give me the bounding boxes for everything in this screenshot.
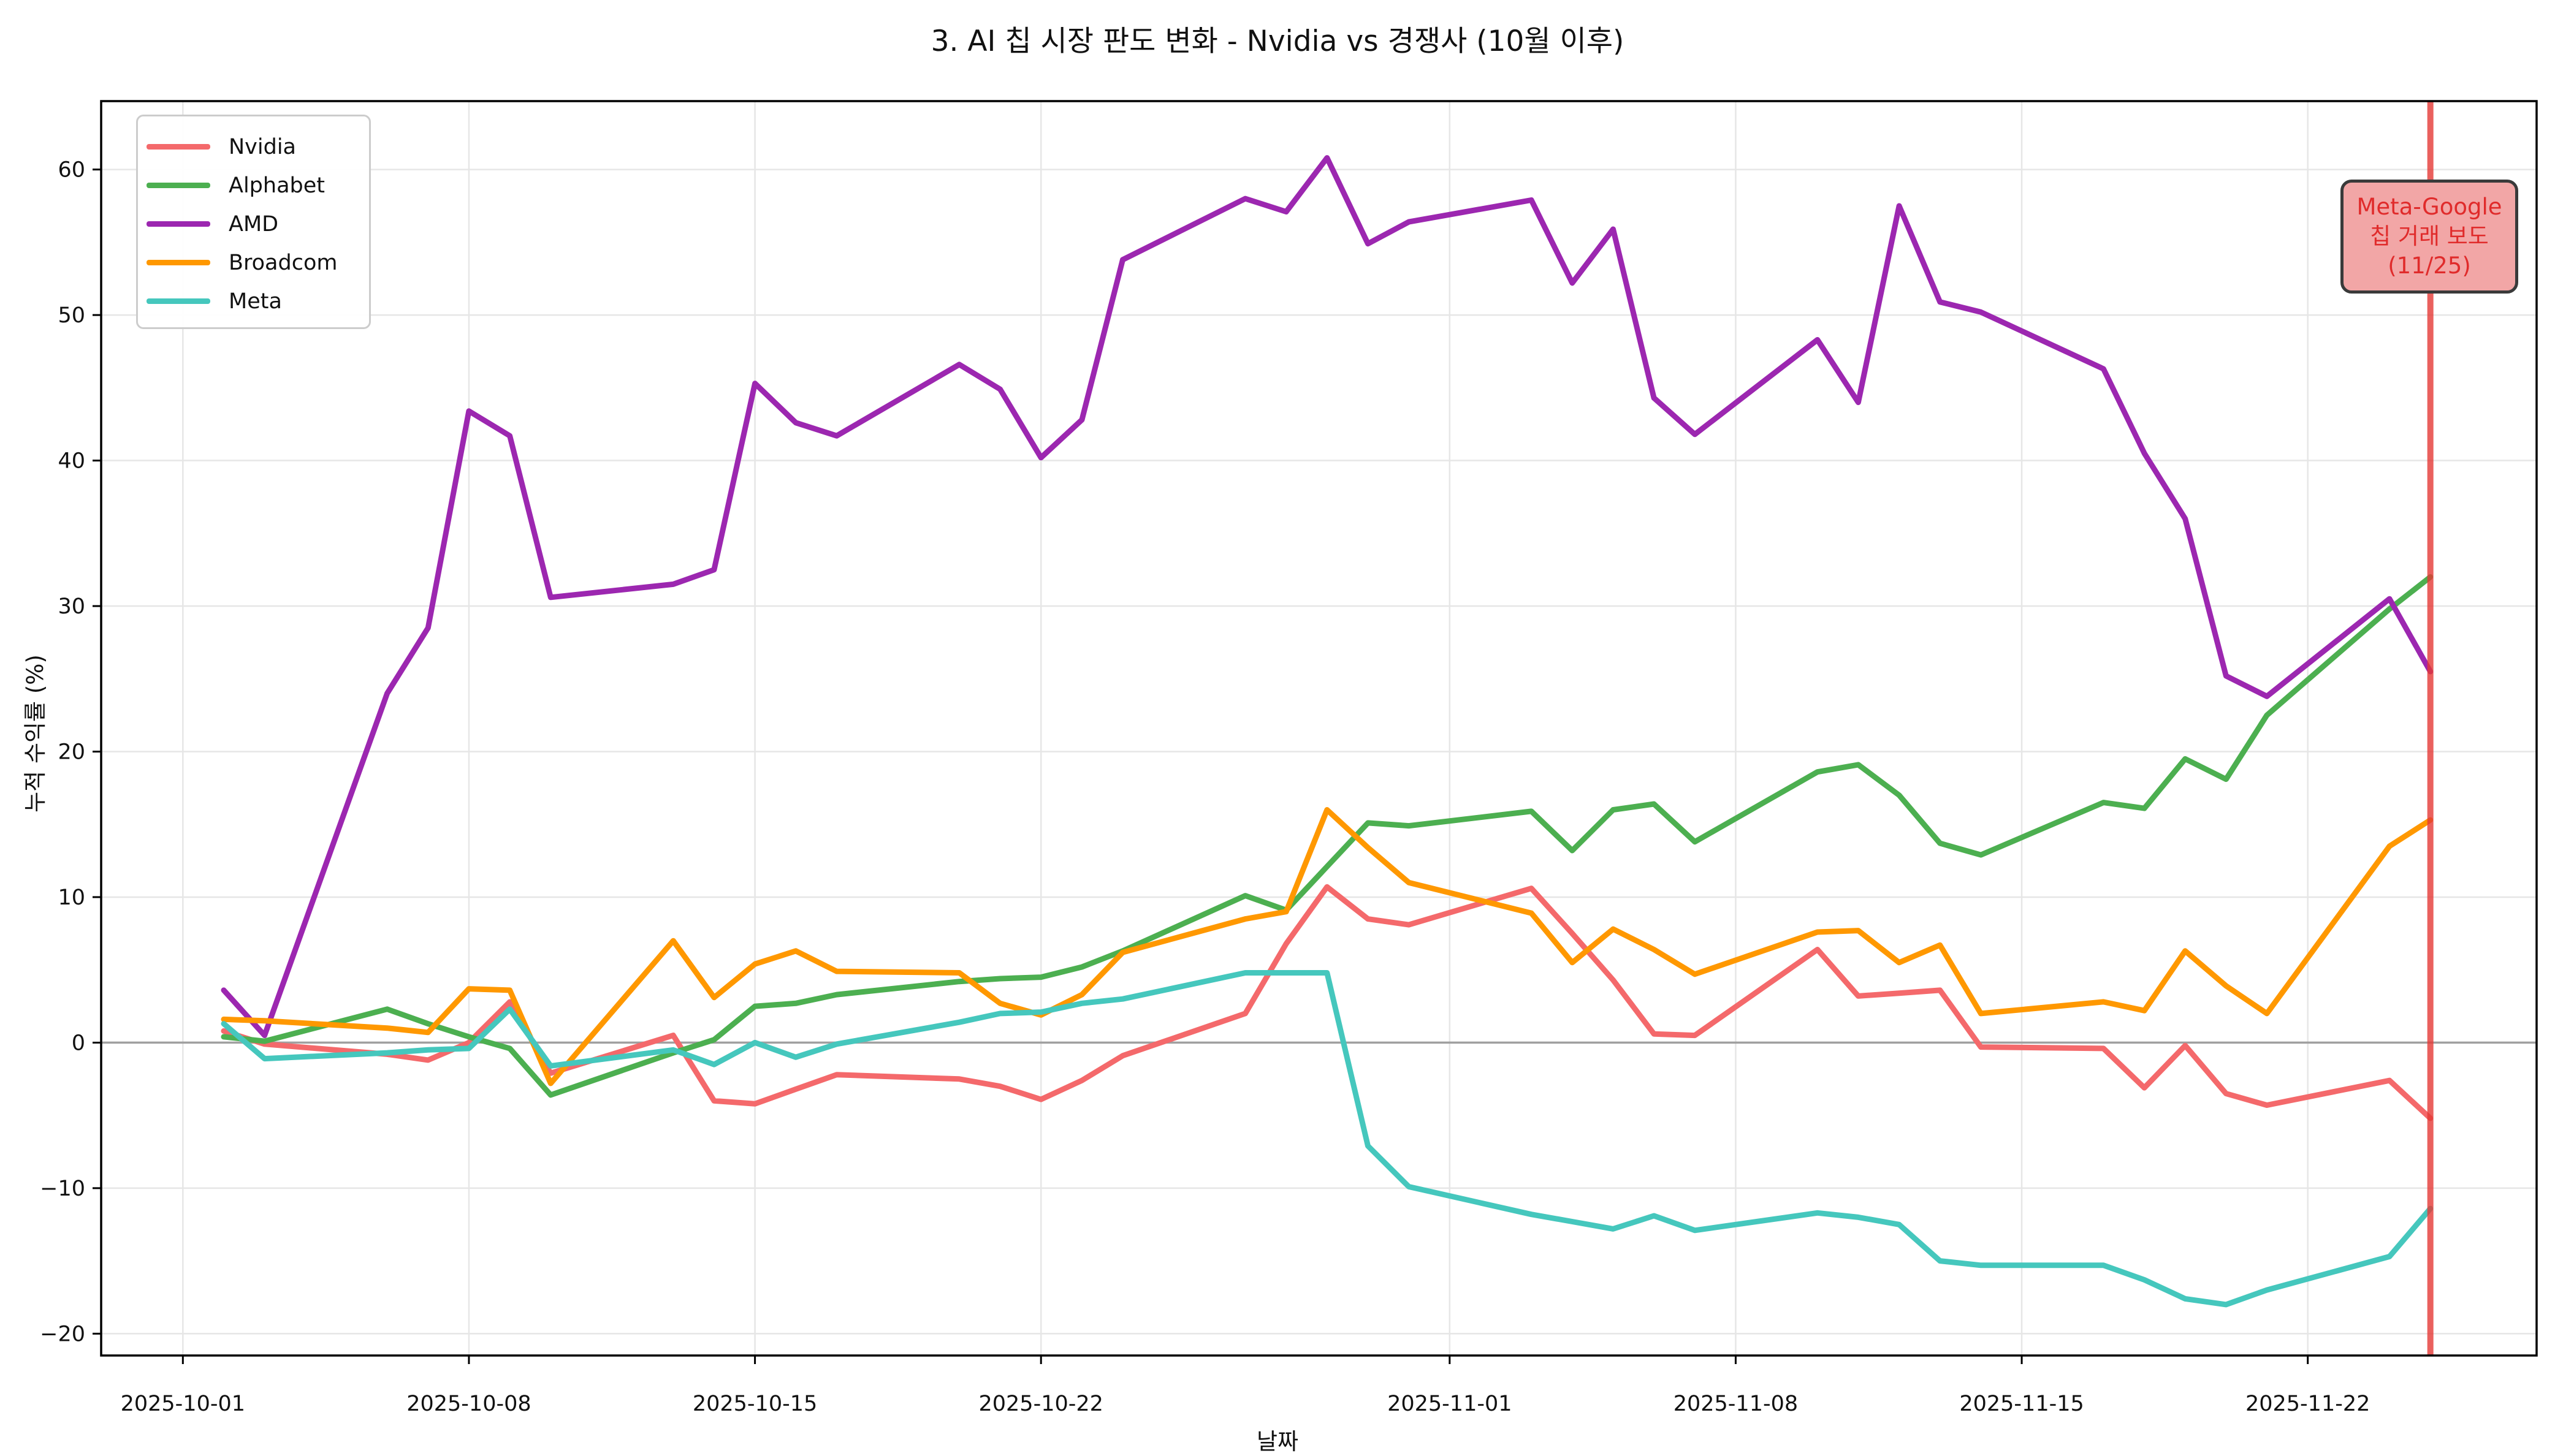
- alphabet-line-swatch: [147, 183, 210, 188]
- axes-frame: [100, 100, 2538, 1357]
- x-tick-label: 2025-11-15: [1959, 1392, 2084, 1416]
- broadcom-line: [221, 807, 2434, 1086]
- x-tick-label: 2025-11-01: [1387, 1392, 1512, 1416]
- meta-line-swatch: [147, 298, 210, 304]
- legend-label-meta: Meta: [229, 289, 282, 314]
- legend-item-meta: Meta: [147, 282, 369, 320]
- x-tick-label: 2025-10-15: [693, 1392, 817, 1416]
- y-tick-label: 20: [58, 740, 85, 764]
- y-tick-label: 10: [58, 885, 85, 910]
- annotation-line-3: (11/25): [2388, 252, 2471, 279]
- y-tick-label: −10: [40, 1177, 85, 1201]
- event-annotation: Meta-Google 칩 거래 보도 (11/25): [2340, 180, 2518, 294]
- chart-title: 3. AI 칩 시장 판도 변화 - Nvidia vs 경쟁사 (10월 이후…: [931, 25, 1624, 58]
- legend-item-nvidia: Nvidia: [147, 127, 369, 166]
- x-tick-label: 2025-10-08: [406, 1392, 531, 1416]
- meta-line: [221, 970, 2434, 1308]
- annotation-line-2: 칩 거래 보도: [2370, 223, 2489, 249]
- legend-label-amd: AMD: [229, 211, 279, 237]
- broadcom-line-swatch: [147, 260, 210, 265]
- legend-item-amd: AMD: [147, 205, 369, 243]
- x-tick-label: 2025-10-22: [979, 1392, 1103, 1416]
- x-tick-label: 2025-10-01: [121, 1392, 245, 1416]
- nvidia-line-swatch: [147, 144, 210, 150]
- legend: Nvidia Alphabet AMD Broadcom Meta: [136, 115, 371, 329]
- y-tick-label: 50: [58, 303, 85, 328]
- legend-label-broadcom: Broadcom: [229, 250, 338, 275]
- alphabet-line: [221, 574, 2434, 1098]
- y-tick-label: −20: [40, 1322, 85, 1346]
- annotation-line-1: Meta-Google: [2356, 194, 2502, 220]
- y-tick-label: 30: [58, 594, 85, 619]
- x-tick-label: 2025-11-22: [2245, 1392, 2370, 1416]
- legend-item-alphabet: Alphabet: [147, 166, 369, 205]
- amd-line: [221, 155, 2434, 1039]
- amd-line-swatch: [147, 221, 210, 227]
- x-axis-label: 날짜: [1256, 1428, 1299, 1455]
- legend-label-alphabet: Alphabet: [229, 173, 325, 198]
- y-axis-label: 누적 수익률 (%): [22, 654, 48, 813]
- y-tick-label: 60: [58, 158, 85, 183]
- x-tick-label: 2025-11-08: [1674, 1392, 1798, 1416]
- legend-item-broadcom: Broadcom: [147, 243, 369, 282]
- legend-label-nvidia: Nvidia: [229, 134, 297, 159]
- y-tick-label: 0: [72, 1031, 85, 1055]
- y-tick-label: 40: [58, 449, 85, 474]
